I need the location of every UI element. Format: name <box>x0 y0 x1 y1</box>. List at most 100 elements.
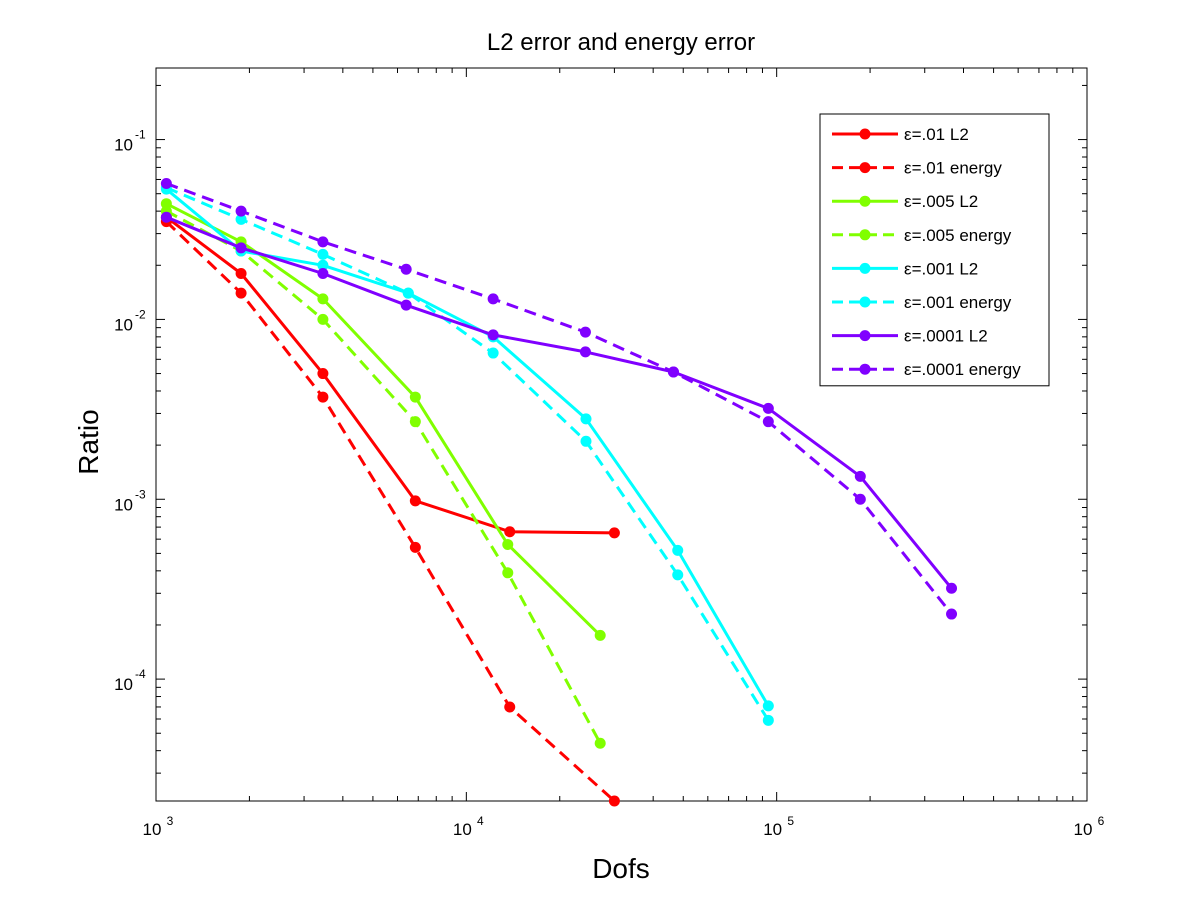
series-2 <box>160 216 620 807</box>
data-point <box>400 299 412 311</box>
legend-marker <box>859 296 871 308</box>
data-point <box>667 366 679 378</box>
y-tick-label: 10 <box>114 495 133 514</box>
plot-frame <box>155 67 1088 802</box>
legend-label: ε=.01 energy <box>904 159 1002 178</box>
data-point <box>608 795 620 807</box>
legend-item: ε=.001 L2 <box>832 259 978 278</box>
y-tick-label-exponent: -3 <box>135 487 146 501</box>
legend-marker <box>859 128 871 140</box>
x-tick-label-exponent: 5 <box>787 814 794 828</box>
legend-marker <box>859 229 871 241</box>
data-point <box>762 402 774 414</box>
x-tick-label-exponent: 4 <box>477 814 484 828</box>
data-point <box>317 248 329 260</box>
y-tick-label: 10 <box>114 136 133 155</box>
series-7 <box>160 211 958 594</box>
data-point <box>579 326 591 338</box>
series-line <box>165 186 770 722</box>
legend-label: ε=.001 energy <box>904 293 1012 312</box>
plot-area: 10 3 10 4 10 5 10 610-410-310-210-1 <box>114 67 1105 839</box>
x-axis-label: Dofs <box>592 853 650 884</box>
series-line <box>165 215 953 590</box>
data-point <box>409 416 421 428</box>
data-point <box>487 347 499 359</box>
series-line <box>165 220 616 803</box>
data-point <box>594 629 606 641</box>
data-point <box>402 287 414 299</box>
legend-marker <box>859 330 871 342</box>
data-point <box>235 213 247 225</box>
data-point <box>854 493 866 505</box>
legend-item: ε=.0001 L2 <box>832 327 988 346</box>
series-line <box>165 216 615 535</box>
data-point <box>317 368 329 380</box>
legend-label: ε=.01 L2 <box>904 125 969 144</box>
data-point <box>502 567 514 579</box>
chart-title: L2 error and energy error <box>487 29 755 56</box>
legend-item: ε=.0001 energy <box>832 360 1021 379</box>
data-point <box>672 544 684 556</box>
data-point <box>762 714 774 726</box>
data-point <box>504 701 516 713</box>
legend-label: ε=.0001 energy <box>904 360 1021 379</box>
data-point <box>409 541 421 553</box>
data-point <box>502 539 514 551</box>
data-point <box>487 329 499 341</box>
data-point <box>317 293 329 305</box>
legend-item: ε=.01 L2 <box>832 125 969 144</box>
data-point <box>579 346 591 358</box>
x-tick-label: 10 <box>143 820 162 839</box>
legend-item: ε=.005 L2 <box>832 192 978 211</box>
legend-marker <box>859 363 871 375</box>
legend-item: ε=.001 energy <box>832 293 1012 312</box>
data-point <box>762 416 774 428</box>
data-point <box>504 526 516 538</box>
x-tick-label: 10 <box>763 820 782 839</box>
data-point <box>487 293 499 305</box>
series-8 <box>160 177 958 620</box>
legend-label: ε=.001 L2 <box>904 259 978 278</box>
legend-label: ε=.005 L2 <box>904 192 978 211</box>
data-point <box>672 569 684 581</box>
data-point <box>317 236 329 248</box>
y-tick-label-exponent: -1 <box>135 128 146 142</box>
legend-item: ε=.005 energy <box>832 226 1012 245</box>
series-line <box>165 182 953 615</box>
legend-item: ε=.01 energy <box>832 159 1002 178</box>
data-point <box>317 259 329 271</box>
y-axis-label: Ratio <box>73 409 104 474</box>
data-point <box>235 268 247 280</box>
data-point <box>946 608 958 620</box>
data-point <box>762 700 774 712</box>
data-point <box>854 470 866 482</box>
y-tick-label: 10 <box>114 315 133 334</box>
data-point <box>160 177 172 189</box>
series-6 <box>160 182 774 726</box>
data-point <box>580 435 592 447</box>
data-point <box>409 391 421 403</box>
legend: ε=.01 L2 ε=.01 energy ε=.005 L2 ε=.005 ener… <box>819 113 1050 387</box>
x-tick-label-exponent: 6 <box>1098 814 1105 828</box>
data-point <box>235 205 247 217</box>
data-point <box>580 413 592 425</box>
y-tick-label-exponent: -4 <box>135 667 146 681</box>
x-tick-label: 10 <box>1074 820 1093 839</box>
legend-label: ε=.0001 L2 <box>904 327 988 346</box>
data-point <box>160 211 172 223</box>
data-point <box>317 313 329 325</box>
legend-marker <box>859 195 871 207</box>
data-point <box>235 242 247 254</box>
y-tick-label: 10 <box>114 675 133 694</box>
axis-ticks <box>155 68 1088 801</box>
data-point <box>317 268 329 280</box>
data-point <box>608 527 620 539</box>
legend-label: ε=.005 energy <box>904 226 1012 245</box>
data-point <box>594 737 606 749</box>
data-point <box>235 287 247 299</box>
data-point <box>409 495 421 507</box>
legend-box <box>819 113 1050 387</box>
y-tick-label-exponent: -2 <box>135 307 146 321</box>
legend-marker <box>859 162 871 174</box>
